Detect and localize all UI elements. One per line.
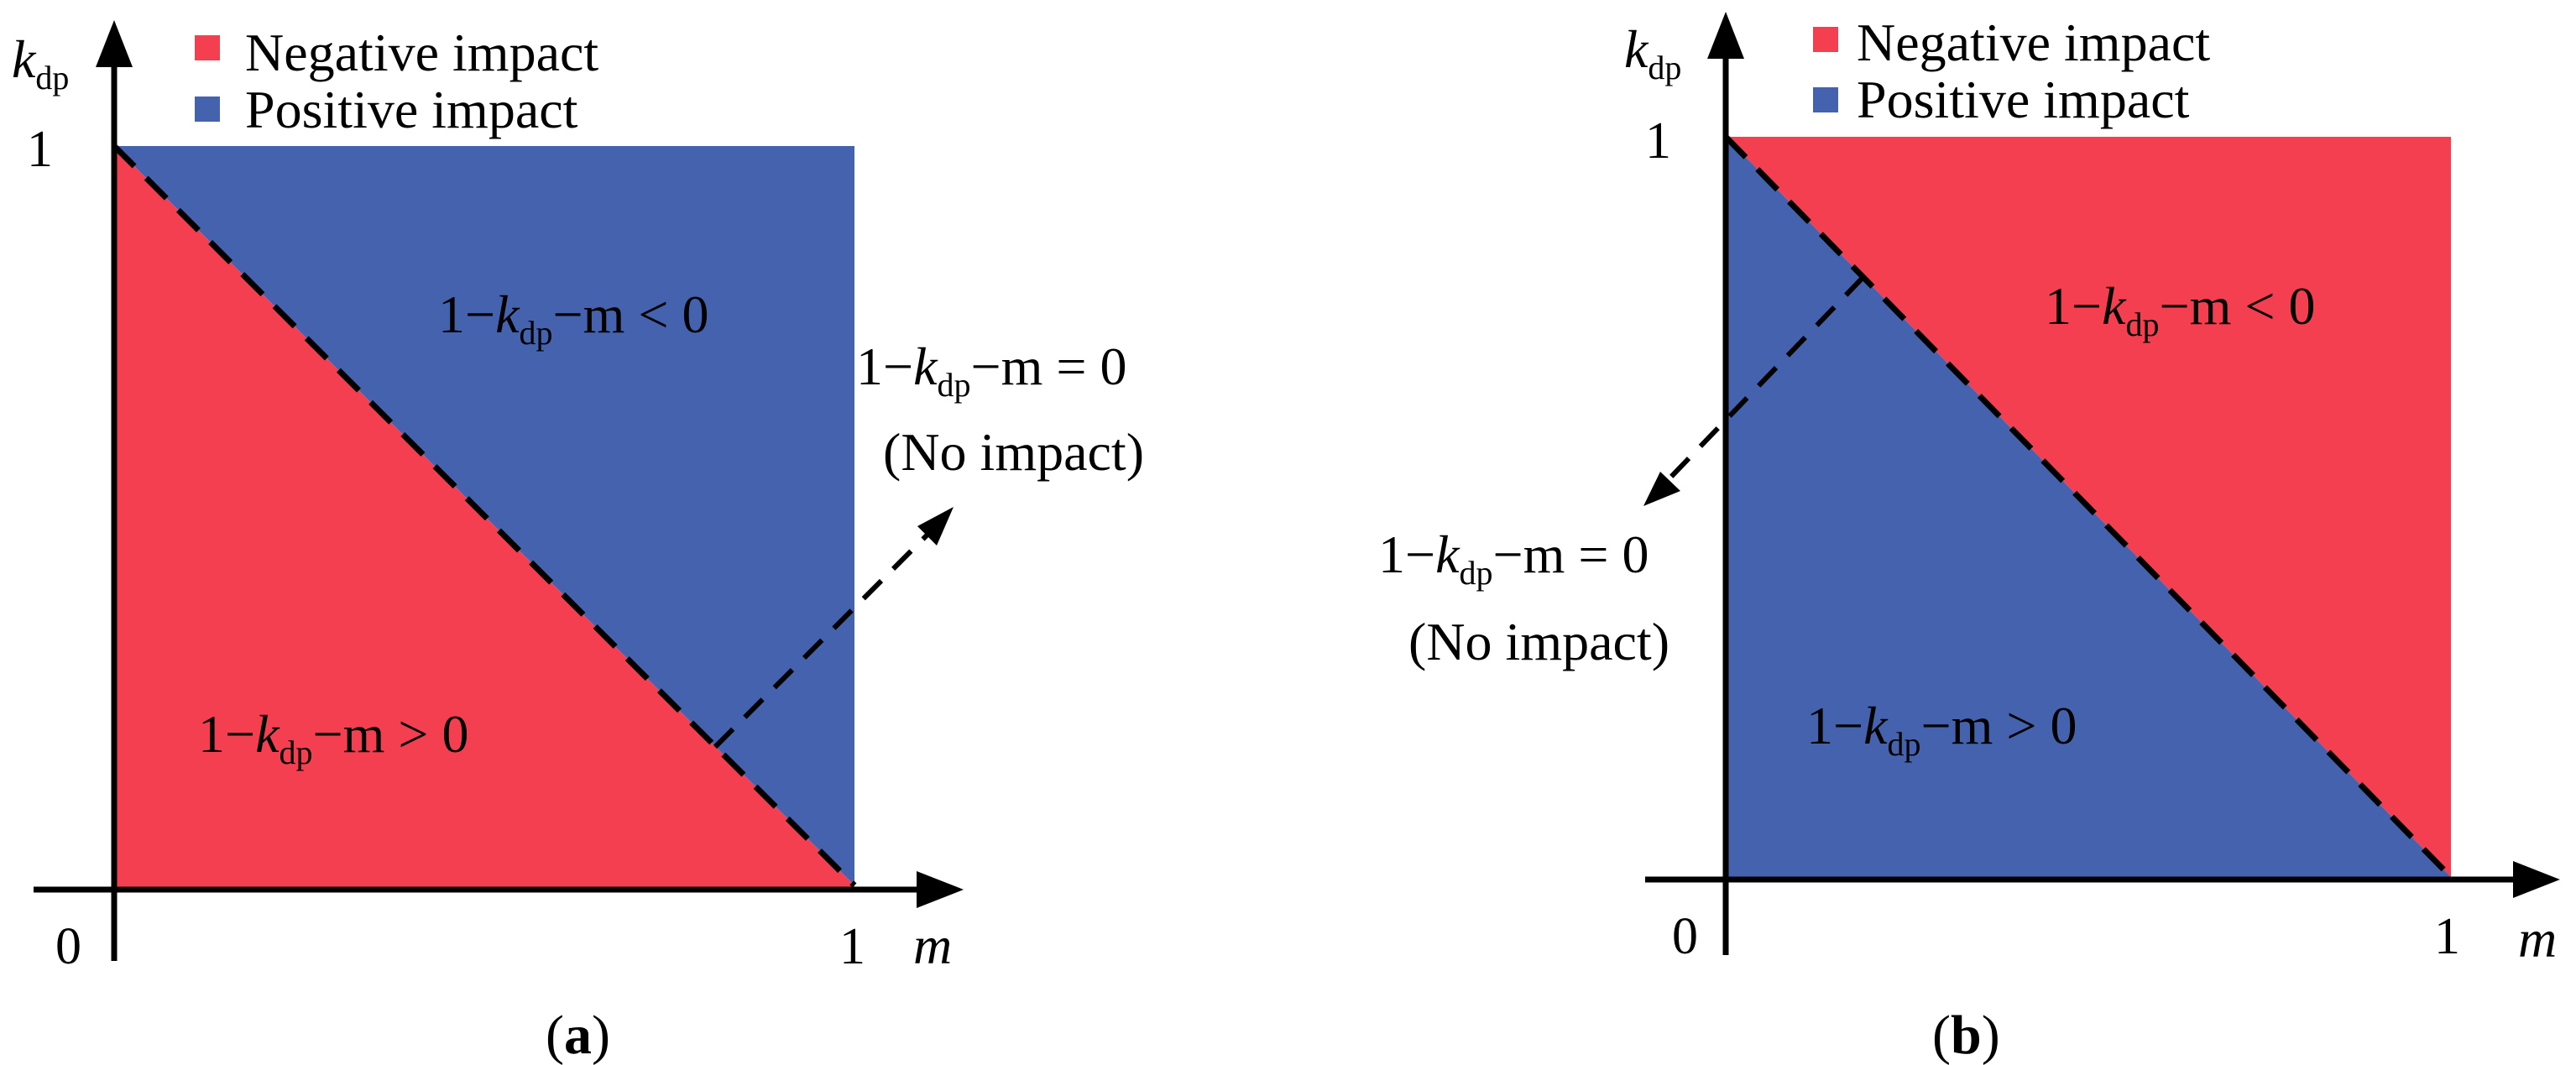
panel-b-lower-equation: 1−kdp−m > 0 [1806, 696, 2077, 763]
panel-b-lower-eq-post: −m > 0 [1921, 696, 2077, 755]
panel-a-caption-close: ) [592, 1005, 610, 1065]
panel-b-tick-origin: 0 [1672, 908, 1698, 965]
panel-b-lower-eq-pre: 1− [1806, 696, 1863, 755]
panel-b-y-axis-label-sub: dp [1648, 49, 1681, 86]
panel-b-x-axis-label: m [2518, 909, 2557, 968]
panel-a-y-axis-label-sub: dp [35, 59, 69, 97]
panel-b-no-impact-label: (No impact) [1408, 612, 1669, 671]
panel-a-pointer-arrow [713, 511, 951, 749]
panel-a-tick-y-one: 1 [27, 121, 53, 178]
panel-b: Negative impact Positive impact kdp m 1 … [1378, 12, 2560, 1065]
panel-b-upper-eq-pre: 1− [2045, 276, 2102, 336]
panel-b-caption-close: ) [1982, 1005, 2000, 1065]
panel-a-y-axis-arrowhead [96, 20, 133, 67]
panel-a-lower-eq-pre: 1− [198, 704, 255, 764]
panel-a-x-axis-label: m [913, 916, 952, 975]
panel-b-y-axis-label-k: k [1624, 19, 1649, 79]
panel-a-line-equation: 1−kdp−m = 0 [856, 337, 1126, 404]
panel-a-upper-eq-pre: 1− [438, 285, 495, 344]
panel-b-caption-open: ( [1932, 1005, 1951, 1065]
panel-b-tick-y-one: 1 [1645, 112, 1671, 170]
panel-b-lower-eq-k: k [1863, 696, 1889, 755]
panel-b-tick-x-one: 1 [2434, 908, 2460, 965]
panel-a-upper-equation: 1−kdp−m < 0 [438, 285, 708, 352]
panel-b-line-eq-post: −m = 0 [1493, 525, 1649, 584]
panel-a-tick-x-one: 1 [839, 918, 865, 975]
panel-a-legend-positive-label: Positive impact [245, 80, 578, 139]
panel-b-line-equation: 1−kdp−m = 0 [1378, 525, 1649, 592]
panel-a-lower-eq-k: k [255, 704, 280, 764]
panel-b-pointer-arrow [1649, 274, 1866, 499]
panel-a-line-eq-k: k [913, 337, 938, 396]
panel-a-pointer-arrowhead [917, 507, 954, 546]
panel-a-line-eq-post: −m = 0 [971, 337, 1127, 396]
panel-a-upper-eq-k: k [495, 285, 520, 344]
panel-b-upper-eq-k: k [2102, 276, 2127, 336]
panel-b-caption-letter: b [1951, 1005, 1982, 1065]
panel-a-lower-equation: 1−kdp−m > 0 [198, 704, 468, 771]
panel-b-legend-positive-swatch [1813, 87, 1838, 112]
panel-a-upper-eq-sub: dp [520, 314, 553, 352]
panel-a-y-axis-label: kdp [12, 29, 69, 97]
panel-b-lower-eq-sub: dp [1888, 725, 1921, 763]
panel-a-upper-eq-post: −m < 0 [553, 285, 709, 344]
panel-a-boundary-line [112, 144, 857, 888]
panel-b-legend-positive-label: Positive impact [1857, 70, 2190, 129]
panel-b-line-eq-pre: 1− [1378, 525, 1435, 584]
panel-a-caption-letter: a [564, 1005, 592, 1065]
panel-a-line-eq-sub: dp [938, 366, 971, 404]
panel-a: Negative impact Positive impact kdp m 1 … [12, 20, 1144, 1065]
panel-a-caption: (a) [546, 1005, 610, 1065]
panel-b-upper-eq-sub: dp [2126, 305, 2160, 343]
panel-a-legend-negative-swatch [195, 35, 220, 60]
panel-b-line-eq-sub: dp [1460, 554, 1493, 592]
panel-b-y-axis-label: kdp [1624, 19, 1681, 86]
panel-a-x-axis-arrowhead [917, 871, 964, 908]
panel-b-legend-negative-swatch [1813, 27, 1838, 52]
panel-a-y-axis-label-k: k [12, 29, 37, 89]
panel-a-no-impact-label: (No impact) [883, 422, 1144, 482]
panel-b-line-eq-k: k [1435, 525, 1460, 584]
panel-a-caption-open: ( [546, 1005, 564, 1065]
panel-b-boundary-line [1723, 134, 2453, 880]
panel-a-legend-positive-swatch [195, 97, 220, 122]
panel-a-lower-eq-sub: dp [280, 733, 313, 771]
panel-b-x-axis-arrowhead [2513, 861, 2560, 898]
panel-a-legend-negative-label: Negative impact [245, 23, 598, 82]
panel-b-legend-negative-label: Negative impact [1857, 13, 2210, 72]
panel-b-caption: (b) [1932, 1005, 2000, 1065]
panel-b-y-axis-arrowhead [1707, 12, 1744, 59]
panel-b-upper-equation: 1−kdp−m < 0 [2045, 276, 2315, 343]
panel-a-line-eq-pre: 1− [856, 337, 913, 396]
panel-a-lower-eq-post: −m > 0 [313, 704, 469, 764]
panel-a-tick-origin: 0 [55, 918, 81, 975]
panel-b-pointer-arrowhead [1643, 472, 1680, 506]
panel-b-upper-eq-post: −m < 0 [2160, 276, 2316, 336]
